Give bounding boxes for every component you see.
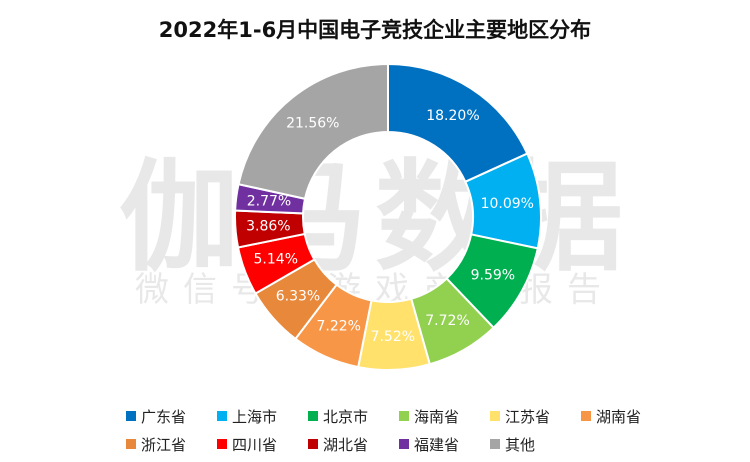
legend-swatch [126,411,136,421]
legend-label: 江苏省 [505,407,551,426]
legend-swatch [399,439,409,449]
chart-title: 2022年1-6月中国电子竞技企业主要地区分布 [158,18,592,42]
chart-legend: 广东省 上海市 北京市 海南省 江苏省 湖南省 浙江省 四川省 湖北省 福建省 其他 [126,402,686,458]
legend-label: 浙江省 [141,435,187,454]
slice-label-2: 10.09% [481,196,534,212]
legend-item-4: 海南省 [399,406,490,427]
legend-label: 北京市 [323,407,369,426]
slice-label-8: 5.14% [254,251,298,267]
legend-label: 上海市 [232,407,278,426]
legend-item-3: 北京市 [308,406,399,427]
legend-label: 海南省 [414,407,460,426]
legend-label: 湖南省 [596,407,642,426]
slice-label-7: 6.33% [276,288,320,304]
legend-label: 四川省 [232,435,278,454]
slice-label-11: 21.56% [286,115,339,131]
legend-item-10: 福建省 [399,434,490,455]
legend-swatch [217,439,227,449]
slice-label-6: 7.22% [317,318,361,334]
legend-swatch [581,411,591,421]
legend-swatch [308,411,318,421]
slice-label-10: 2.77% [247,194,291,210]
legend-label: 其他 [505,435,536,454]
legend-swatch [126,439,136,449]
legend-label: 福建省 [414,435,460,454]
legend-swatch [490,411,500,421]
donut-slice-11 [237,62,389,200]
legend-swatch [490,439,500,449]
legend-item-1: 广东省 [126,406,217,427]
slice-label-1: 18.20% [426,108,479,124]
legend-swatch [217,411,227,421]
slice-label-9: 3.86% [246,218,290,234]
legend-item-9: 湖北省 [308,434,399,455]
legend-item-5: 江苏省 [490,406,581,427]
legend-label: 广东省 [141,407,187,426]
legend-item-8: 四川省 [217,434,308,455]
legend-swatch [308,439,318,449]
legend-item-6: 湖南省 [581,406,672,427]
slice-label-5: 7.52% [371,329,415,345]
legend-label: 湖北省 [323,435,369,454]
legend-item-7: 浙江省 [126,434,217,455]
legend-item-11: 其他 [490,434,581,455]
slice-label-3: 9.59% [471,267,515,283]
legend-swatch [399,411,409,421]
slice-label-4: 7.72% [425,313,469,329]
legend-item-2: 上海市 [217,406,308,427]
